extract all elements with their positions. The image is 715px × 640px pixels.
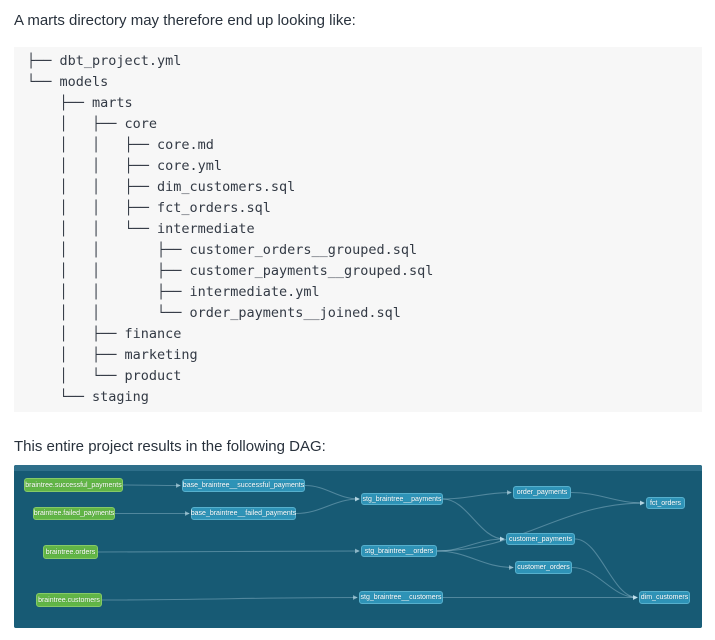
dag-edge-customer_payments--dim_customers [574,538,638,600]
dag-node-base_braintree__successful_payments[interactable]: base_braintree__successful_payments [182,479,305,492]
dag-edge-base_braintree__failed_payments--stg_braintree__payments [295,496,360,515]
dag-node-base_braintree__failed_payments[interactable]: base_braintree__failed_payments [191,507,296,520]
dag-node-braintree_orders[interactable]: braintree.orders [43,545,98,559]
dag-top-strip [14,465,702,471]
dag-node-fct_orders[interactable]: fct_orders [646,497,685,509]
dag-edges-layer [97,483,645,601]
dag-edge-braintree_orders--stg_braintree__orders [97,548,360,554]
dag-node-braintree_failed_payments[interactable]: braintree.failed_payments [33,507,115,520]
dag-panel: braintree.successful_payments braintree.f… [14,465,702,628]
directory-tree-codeblock: ├── dbt_project.yml └── models ├── marts… [14,47,702,412]
dag-node-stg_braintree__customers[interactable]: stg_braintree__customers [359,591,443,604]
dag-node-braintree_customers[interactable]: braintree.customers [36,593,102,607]
dag-edge-braintree_successful_payments--base_braintree__successful_payments [122,483,181,488]
dag-node-stg_braintree__payments[interactable]: stg_braintree__payments [361,493,443,505]
dag-node-braintree_successful_payments[interactable]: braintree.successful_payments [24,478,123,492]
dag-edge-base_braintree__successful_payments--stg_braintree__payments [304,484,360,502]
dag-node-dim_customers[interactable]: dim_customers [639,591,690,604]
dag-edge-stg_braintree__orders--customer_payments [436,536,505,552]
dag-edge-customer_orders--dim_customers [571,566,638,600]
dag-node-customer_orders[interactable]: customer_orders [515,561,572,574]
dag-node-order_payments[interactable]: order_payments [513,486,571,499]
dag-edge-order_payments--fct_orders [570,491,645,506]
dag-edge-stg_braintree__payments--order_payments [442,490,512,500]
intro-tree-text: A marts directory may therefore end up l… [14,12,356,29]
directory-tree-text: ├── dbt_project.yml └── models ├── marts… [27,53,434,405]
dag-node-stg_braintree__orders[interactable]: stg_braintree__orders [361,545,437,557]
dag-edge-stg_braintree__orders--customer_orders [436,550,514,570]
intro-dag-text: This entire project results in the follo… [14,438,326,455]
dag-edge-stg_braintree__payments--customer_payments [442,498,505,542]
dag-edge-braintree_customers--stg_braintree__customers [101,595,358,601]
dag-bottom-strip [14,620,702,628]
dag-node-customer_payments[interactable]: customer_payments [506,533,575,545]
dag-edge-stg_braintree__orders--fct_orders [436,500,645,552]
